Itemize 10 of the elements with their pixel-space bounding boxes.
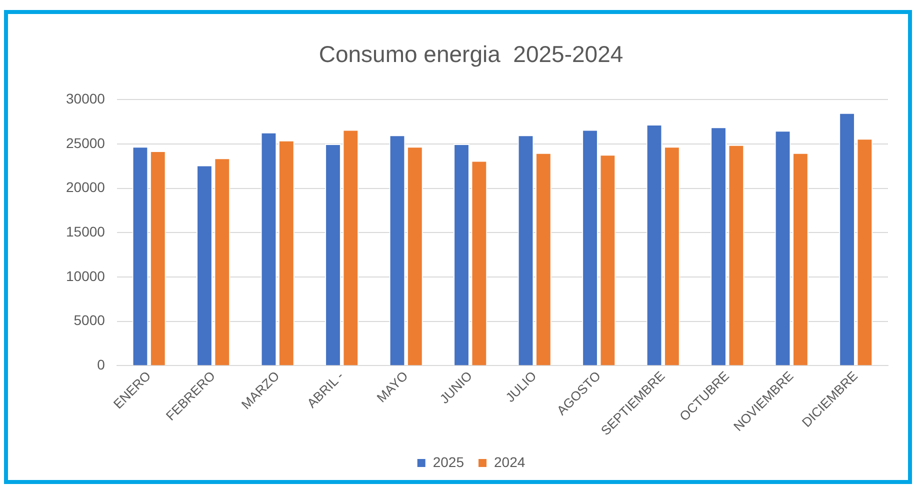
y-tick-label: 20000 <box>66 179 106 196</box>
y-tick-label: 0 <box>97 356 106 373</box>
y-tick-label: 25000 <box>66 134 106 151</box>
y-tick-label: 10000 <box>66 268 106 284</box>
legend-label: 2024 <box>494 454 526 470</box>
chart-title: Consumo energia 2025-2024 <box>318 41 624 68</box>
y-tick-label: 15000 <box>66 224 106 240</box>
legend-label: 2025 <box>432 454 464 470</box>
y-tick-label: 5000 <box>74 312 106 328</box>
y-tick-label: 30000 <box>66 90 106 106</box>
